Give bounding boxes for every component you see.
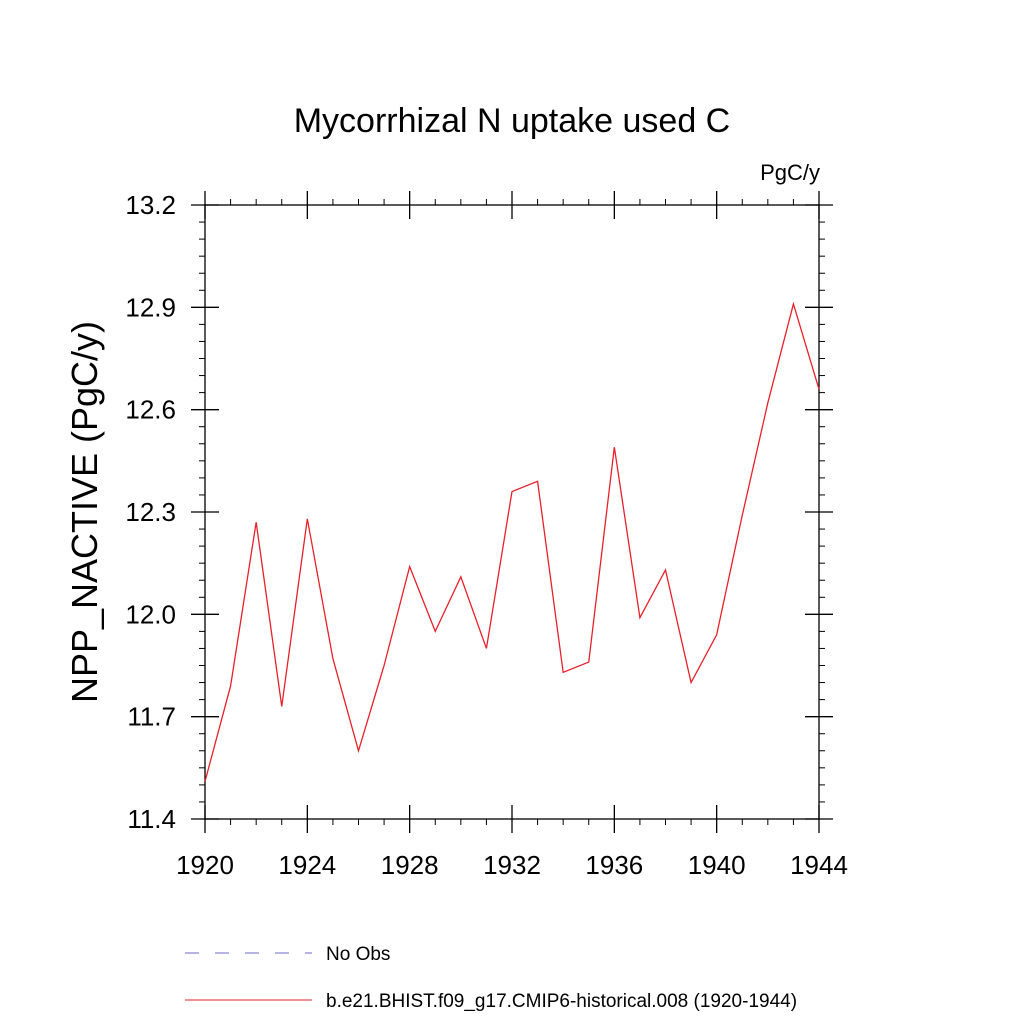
x-tick-label: 1944: [790, 850, 848, 880]
minor-ticks: [199, 199, 825, 825]
y-axis-label: NPP_NACTIVE (PgC/y): [64, 321, 105, 703]
series-line-1: [204, 301, 820, 782]
legend-label-no-obs: No Obs: [326, 944, 390, 965]
legend-label-model-run: b.e21.BHIST.f09_g17.CMIP6-historical.008…: [326, 991, 797, 1012]
x-tick-labels: 1920 1924 1928 1932 1936 1940 1944: [176, 850, 848, 880]
x-tick-label: 1932: [483, 850, 541, 880]
plot-frame: [204, 204, 820, 820]
x-tick-label: 1940: [688, 850, 746, 880]
x-tick-label: 1936: [585, 850, 643, 880]
chart-title: Mycorrhizal N uptake used C: [294, 102, 731, 140]
x-tick-label: 1924: [278, 850, 336, 880]
y-tick-label: 11.7: [127, 702, 176, 732]
y-tick-label: 12.3: [125, 497, 176, 527]
y-tick-labels: 11.4 11.7 12.0 12.3 12.6 12.9 13.2: [125, 190, 176, 834]
plot-border: [204, 204, 820, 820]
y-tick-label: 11.4: [127, 804, 176, 834]
x-tick-label: 1920: [176, 850, 234, 880]
y-tick-label: 12.9: [125, 292, 176, 322]
y-tick-label: 13.2: [125, 190, 176, 220]
y-tick-label: 12.0: [125, 599, 176, 629]
units-label: PgC/y: [760, 160, 820, 185]
x-tick-label: 1928: [381, 850, 439, 880]
series-layer: [204, 301, 820, 782]
y-tick-label: 12.6: [125, 395, 176, 425]
major-ticks: [191, 191, 833, 833]
legend: No Obs b.e21.BHIST.f09_g17.CMIP6-histori…: [185, 944, 797, 1012]
